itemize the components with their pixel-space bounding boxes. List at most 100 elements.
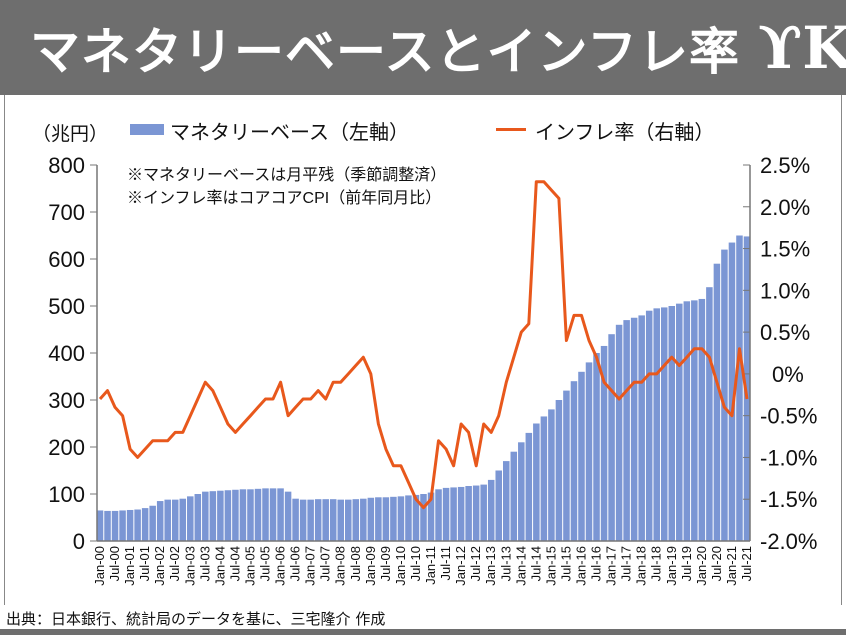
bar-monetary-base: [209, 491, 217, 541]
bar-monetary-base: [277, 488, 284, 541]
bar-monetary-base: [645, 310, 653, 541]
bar-monetary-base: [262, 488, 269, 541]
legend-swatch-monetary-base: [130, 124, 164, 135]
bar-monetary-base: [563, 390, 570, 541]
x-tick-label: Jan-13: [483, 546, 498, 586]
left-axis-unit: （兆円）: [32, 123, 108, 145]
bar-monetary-base: [141, 508, 149, 541]
bar-monetary-base: [224, 490, 232, 541]
bar-monetary-base: [345, 499, 352, 541]
bar-monetary-base: [156, 501, 164, 541]
bar-monetary-base: [457, 486, 465, 541]
x-tick-label: Jul-12: [468, 546, 483, 581]
x-tick-label: Jan-20: [694, 546, 709, 586]
x-tick-label: Jul-17: [619, 546, 634, 581]
bar-monetary-base: [533, 423, 540, 541]
bar-monetary-base: [329, 499, 337, 541]
bar-monetary-base: [465, 486, 472, 541]
bar-monetary-base: [337, 499, 345, 541]
bar-monetary-base: [360, 498, 367, 541]
bar-monetary-base: [691, 300, 698, 541]
bar-monetary-base: [292, 498, 299, 541]
bar-monetary-base: [164, 499, 171, 541]
bar-monetary-base: [442, 487, 450, 541]
x-tick-label: Jan-12: [453, 546, 468, 586]
x-tick-label: Jul-01: [137, 546, 152, 581]
x-tick-label: Jan-04: [212, 546, 227, 586]
bar-monetary-base: [510, 451, 518, 541]
x-tick-label: Jul-20: [709, 546, 724, 581]
left-tick-label: 300: [48, 388, 85, 413]
x-tick-label: Jul-07: [318, 546, 333, 581]
bar-monetary-base: [126, 509, 134, 541]
left-tick-label: 400: [48, 341, 85, 366]
bar-monetary-base: [405, 495, 412, 541]
bar-monetary-base: [322, 499, 329, 541]
bar-monetary-base: [352, 499, 360, 541]
right-tick-label: -1.5%: [760, 487, 817, 512]
bar-monetary-base: [585, 362, 593, 541]
bar-monetary-base: [487, 479, 495, 541]
bar-monetary-base: [111, 510, 119, 541]
right-tick-label: 2.5%: [760, 153, 810, 178]
bar-monetary-base: [450, 487, 457, 541]
bar-monetary-base: [149, 505, 156, 541]
bar-monetary-base: [578, 371, 585, 541]
bar-monetary-base: [668, 306, 676, 541]
right-tick-label: -0.5%: [760, 404, 817, 429]
note-inflation: ※インフレ率はコアコアCPI（前年同月比）: [127, 189, 441, 207]
left-tick-label: 800: [48, 153, 85, 178]
x-tick-label: Jul-04: [227, 546, 242, 581]
x-tick-label: Jul-00: [107, 546, 122, 581]
left-tick-label: 0: [73, 529, 85, 554]
x-tick-label: Jul-15: [558, 546, 573, 581]
bar-monetary-base: [217, 490, 224, 541]
bar-monetary-base: [375, 497, 382, 541]
x-tick-label: Jan-03: [182, 546, 197, 586]
bar-monetary-base: [247, 489, 254, 541]
right-tick-label: 1.0%: [760, 278, 810, 303]
bar-monetary-base: [284, 491, 292, 541]
right-tick-label: 0.5%: [760, 320, 810, 345]
bar-monetary-base: [593, 353, 600, 541]
x-tick-label: Jan-21: [724, 546, 739, 586]
bar-monetary-base: [254, 488, 262, 541]
bar-monetary-base: [307, 499, 314, 541]
bar-monetary-base: [548, 409, 555, 541]
x-tick-label: Jul-11: [438, 546, 453, 580]
bar-monetary-base: [397, 496, 405, 541]
right-tick-label: 1.5%: [760, 237, 810, 262]
bar-monetary-base: [600, 345, 608, 541]
left-tick-label: 600: [48, 247, 85, 272]
bar-monetary-base: [239, 489, 247, 541]
bar-monetary-base: [420, 494, 427, 541]
bar-monetary-base: [555, 400, 563, 541]
x-tick-label: Jul-18: [649, 546, 664, 581]
bar-monetary-base: [698, 298, 706, 541]
bar-monetary-base: [171, 499, 179, 541]
header-bar: マネタリーベースとインフレ率 ϒK: [0, 0, 846, 95]
x-tick-label: Jul-06: [288, 546, 303, 581]
right-tick-label: 2.0%: [760, 195, 810, 220]
footer: 出典：日本銀行、統計局のデータを基に、三宅隆介 作成: [0, 605, 846, 635]
bar-monetary-base: [502, 461, 510, 541]
x-tick-label: Jan-00: [92, 546, 107, 586]
page-title: マネタリーベースとインフレ率: [30, 23, 740, 81]
x-tick-label: Jul-02: [167, 546, 182, 581]
bar-monetary-base: [390, 496, 397, 541]
bar-monetary-base: [615, 324, 623, 541]
x-tick-label: Jan-19: [664, 546, 679, 586]
bar-monetary-base: [480, 484, 487, 541]
bar-monetary-base: [608, 334, 615, 541]
bar-monetary-base: [570, 381, 578, 541]
bar-monetary-base: [119, 510, 126, 541]
bar-monetary-base: [713, 263, 721, 541]
x-tick-label: Jan-16: [573, 546, 588, 586]
source-note: 出典：日本銀行、統計局のデータを基に、三宅隆介 作成: [6, 610, 386, 628]
bar-monetary-base: [623, 320, 630, 541]
bar-monetary-base: [314, 499, 322, 541]
x-tick-label: Jan-10: [393, 546, 408, 586]
bar-monetary-base: [743, 236, 751, 541]
bar-monetary-base: [676, 303, 683, 541]
